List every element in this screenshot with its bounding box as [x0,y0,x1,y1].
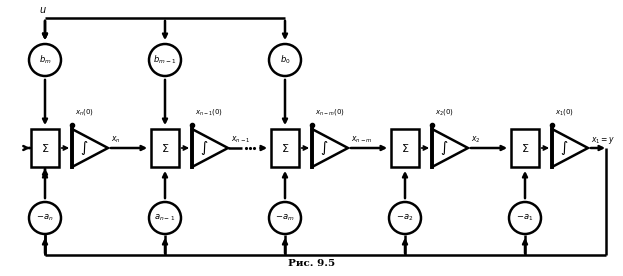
Text: $\int$: $\int$ [80,139,88,157]
Polygon shape [552,129,588,167]
Text: $\int$: $\int$ [320,139,328,157]
Bar [271,129,299,167]
Text: $\Sigma$: $\Sigma$ [281,142,289,154]
Text: $\int$: $\int$ [560,139,568,157]
Circle shape [29,202,61,234]
Circle shape [149,202,181,234]
Text: $-a_2$: $-a_2$ [396,213,414,223]
Bar [511,129,539,167]
Polygon shape [72,129,108,167]
Circle shape [149,44,181,76]
Bar [151,129,179,167]
Circle shape [269,44,301,76]
Text: $-a_1$: $-a_1$ [516,213,534,223]
Text: $x_{n-1}$: $x_{n-1}$ [231,135,250,145]
Text: $\Sigma$: $\Sigma$ [41,142,49,154]
Text: $u$: $u$ [39,5,47,15]
Text: $-a_m$: $-a_m$ [275,213,295,223]
Circle shape [29,44,61,76]
Polygon shape [432,129,468,167]
Circle shape [389,202,421,234]
Text: $a_{n-1}$: $a_{n-1}$ [155,213,176,223]
Text: $x_1(0)$: $x_1(0)$ [555,107,574,117]
Text: $b_m$: $b_m$ [39,54,51,66]
Text: $\Sigma$: $\Sigma$ [401,142,409,154]
Polygon shape [192,129,228,167]
Text: $x_{n-m}$: $x_{n-m}$ [351,135,373,145]
Text: $\int$: $\int$ [440,139,448,157]
Text: $b_{m-1}$: $b_{m-1}$ [153,54,177,66]
Text: $\Sigma$: $\Sigma$ [161,142,169,154]
Text: $\Sigma$: $\Sigma$ [521,142,529,154]
Circle shape [269,202,301,234]
Text: $x_1=y$: $x_1=y$ [591,134,616,145]
Bar [391,129,419,167]
Text: $x_{n-m}(0)$: $x_{n-m}(0)$ [315,107,345,117]
Text: $x_n(0)$: $x_n(0)$ [75,107,94,117]
Text: $x_{n-1}(0)$: $x_{n-1}(0)$ [195,107,223,117]
Text: $x_2$: $x_2$ [471,135,480,145]
Text: $x_2(0)$: $x_2(0)$ [435,107,454,117]
Text: Рис. 9.5: Рис. 9.5 [288,259,335,268]
Text: $-a_n$: $-a_n$ [36,213,54,223]
Text: $x_n$: $x_n$ [111,135,121,145]
Bar [31,129,59,167]
Circle shape [509,202,541,234]
Text: $\int$: $\int$ [200,139,208,157]
Text: $b_0$: $b_0$ [280,54,290,66]
Polygon shape [312,129,348,167]
